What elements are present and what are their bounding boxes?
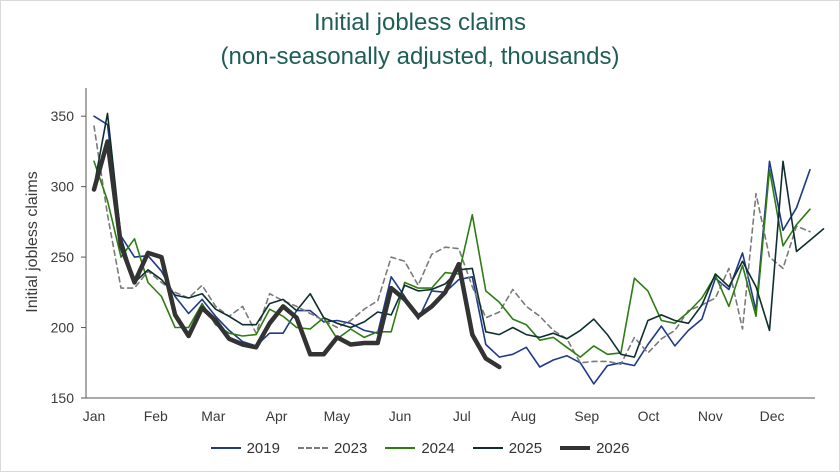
x-tick-label: Mar <box>201 408 225 424</box>
legend-swatch <box>385 447 416 449</box>
legend: 2019 2023 2024 2025 2026 <box>0 436 840 460</box>
legend-label: 2025 <box>508 439 543 457</box>
chart-subtitle: (non-seasonally adjusted, thousands) <box>220 43 620 70</box>
legend-swatch <box>297 447 328 449</box>
series-line-2024 <box>93 160 811 358</box>
x-tick-label: Aug <box>511 408 536 424</box>
legend-label: 2024 <box>421 439 455 457</box>
series-line-2023 <box>93 125 811 366</box>
axes: 150 200 250 300 350 Jan Feb Mar Apr May Jun Jul Aug S… <box>51 88 815 424</box>
series-line-2025 <box>93 112 825 358</box>
y-tick-label: 150 <box>51 390 75 406</box>
x-tick-label: Feb <box>144 408 168 424</box>
x-tick-label: Sep <box>574 408 599 424</box>
series-line-2019 <box>93 115 811 385</box>
legend-label: 2026 <box>596 439 630 457</box>
x-tick-label: Apr <box>266 408 288 424</box>
x-tick-label: May <box>324 408 350 424</box>
legend-item-2026: 2026 <box>560 440 629 457</box>
x-tick-label: Jan <box>83 408 106 424</box>
legend-label: 2023 <box>333 439 368 457</box>
x-tick-label: Dec <box>760 408 785 424</box>
legend-swatch <box>560 446 591 450</box>
y-tick-label: 300 <box>51 179 75 195</box>
legend-label: 2019 <box>246 439 280 457</box>
x-tick-label: Jul <box>453 408 471 424</box>
legend-item-2023: 2023 <box>297 439 368 457</box>
legend-swatch <box>210 447 241 449</box>
y-tick-label: 250 <box>51 249 75 265</box>
series-line-2026 <box>91 139 502 370</box>
x-tick-label: Oct <box>638 408 660 424</box>
legend-item-2025: 2025 <box>472 439 543 457</box>
legend-item-2019: 2019 <box>210 439 280 457</box>
y-tick-label: 350 <box>51 108 75 124</box>
legend-swatch <box>472 447 503 449</box>
x-tick-label: Jun <box>389 408 412 424</box>
legend-item-2024: 2024 <box>385 439 455 457</box>
y-axis-label: Initial jobless claims <box>24 171 41 312</box>
chart-title: Initial jobless claims <box>313 9 527 36</box>
y-tick-label: 200 <box>51 320 75 336</box>
series-layer <box>91 112 825 385</box>
x-tick-label: Nov <box>698 408 723 424</box>
